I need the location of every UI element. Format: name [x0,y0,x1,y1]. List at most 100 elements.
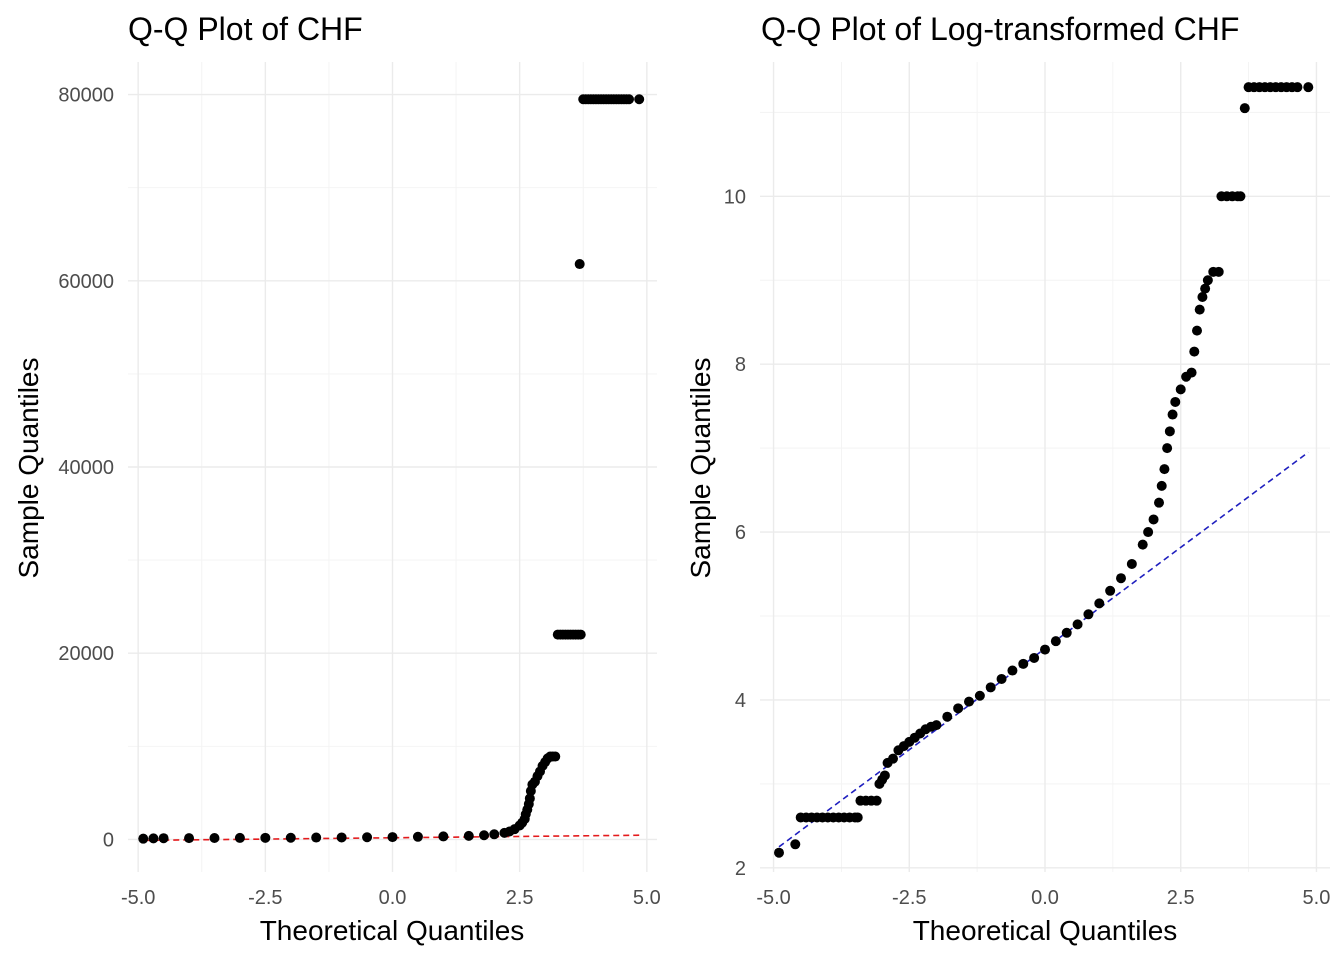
data-point [1189,346,1200,357]
data-point [387,832,398,843]
qq-plot-chf-panel: Q-Q Plot of CHF -5.0 -2.5 0.0 2.5 5.0 0 20000… [13,11,661,946]
reference-line-segment [143,834,640,842]
data-point [550,751,561,762]
x-tick-label: 0.0 [1031,887,1059,909]
data-point [285,832,296,843]
x-axis-label: Theoretical Quantiles [260,915,525,946]
data-point [871,795,882,806]
data-point [184,833,195,844]
x-tick-label: -5.0 [121,887,155,909]
x-tick-label: -5.0 [756,887,790,909]
data-point [634,94,645,105]
qq-plot-log-chf-panel: Q-Q Plot of Log-transformed CHF -5.0 -2.5… [685,11,1330,946]
data-point [1235,191,1246,202]
y-tick-labels: 2 4 6 8 10 [724,186,746,880]
data-point [953,703,964,714]
data-point [1197,292,1208,303]
data-point [138,833,149,844]
data-point [1029,652,1040,663]
data-point [1105,585,1116,596]
data-point [1194,304,1205,315]
data-point [1167,409,1178,420]
data-point [1137,539,1148,550]
data-point [1164,426,1175,437]
data-point [1148,514,1159,525]
data-point [1143,527,1154,538]
y-axis-label: Sample Quantiles [13,357,44,578]
y-tick-label: 8 [735,354,746,376]
data-point [1018,658,1029,669]
data-point [996,673,1007,684]
data-point [575,629,586,640]
data-point [1094,598,1105,609]
data-point [438,831,449,842]
data-point [574,259,585,270]
y-tick-label: 80000 [58,85,114,107]
data-point [931,720,942,731]
x-tick-label: -2.5 [248,887,282,909]
data-point [1162,443,1173,454]
data-point [1192,325,1202,336]
data-point [1200,283,1211,294]
data-point [1007,665,1018,676]
x-tick-labels: -5.0 -2.5 0.0 2.5 5.0 [756,887,1330,909]
x-tick-label: 2.5 [1167,887,1195,909]
reference-line [143,834,640,842]
data-point [1156,480,1167,491]
data-point [1116,573,1126,584]
data-point [1175,384,1186,395]
data-point [879,770,890,781]
data-point [774,847,784,858]
data-point [1154,497,1164,508]
data-point [479,830,490,841]
y-tick-label: 4 [735,690,746,712]
data-point [336,832,347,843]
chart-title: Q-Q Plot of CHF [128,11,363,47]
data-point [260,832,271,843]
x-tick-label: 0.0 [379,887,407,909]
data-point [1072,619,1083,630]
data-point [1213,266,1224,277]
data-point [985,682,996,693]
data-point [1061,627,1072,638]
data-point [1170,396,1181,407]
data-point [234,832,245,843]
data-point [412,831,423,842]
y-tick-labels: 0 20000 40000 60000 80000 [58,85,114,852]
data-point [489,829,500,840]
data-point [888,753,898,764]
y-tick-label: 40000 [58,457,114,479]
data-point [974,690,985,701]
y-tick-label: 6 [735,522,746,544]
data-point [148,833,159,844]
data-point [1050,636,1061,647]
data-point [1159,464,1170,475]
data-point [1292,82,1303,93]
y-tick-label: 10 [724,186,746,208]
x-tick-labels: -5.0 -2.5 0.0 2.5 5.0 [121,887,661,909]
data-point [942,711,953,722]
data-point [790,839,801,850]
data-point [311,832,322,843]
y-tick-label: 2 [735,858,746,880]
grid-lines [760,62,1330,872]
x-tick-label: 2.5 [506,887,534,909]
y-tick-label: 20000 [58,643,114,665]
data-point [1202,275,1213,286]
data-point [964,696,974,707]
x-tick-label: 5.0 [633,887,661,909]
y-axis-label: Sample Quantiles [685,357,716,578]
y-tick-label: 60000 [58,271,114,293]
data-point [1083,609,1094,620]
y-tick-label: 0 [103,829,114,851]
x-tick-label: -2.5 [892,887,926,909]
chart-title: Q-Q Plot of Log-transformed CHF [761,11,1239,47]
data-point [1126,558,1137,569]
data-point [524,793,535,804]
data-point [852,812,863,823]
data-point [209,833,220,844]
data-points [774,82,1314,858]
data-point [1040,644,1050,655]
x-tick-label: 5.0 [1303,887,1331,909]
